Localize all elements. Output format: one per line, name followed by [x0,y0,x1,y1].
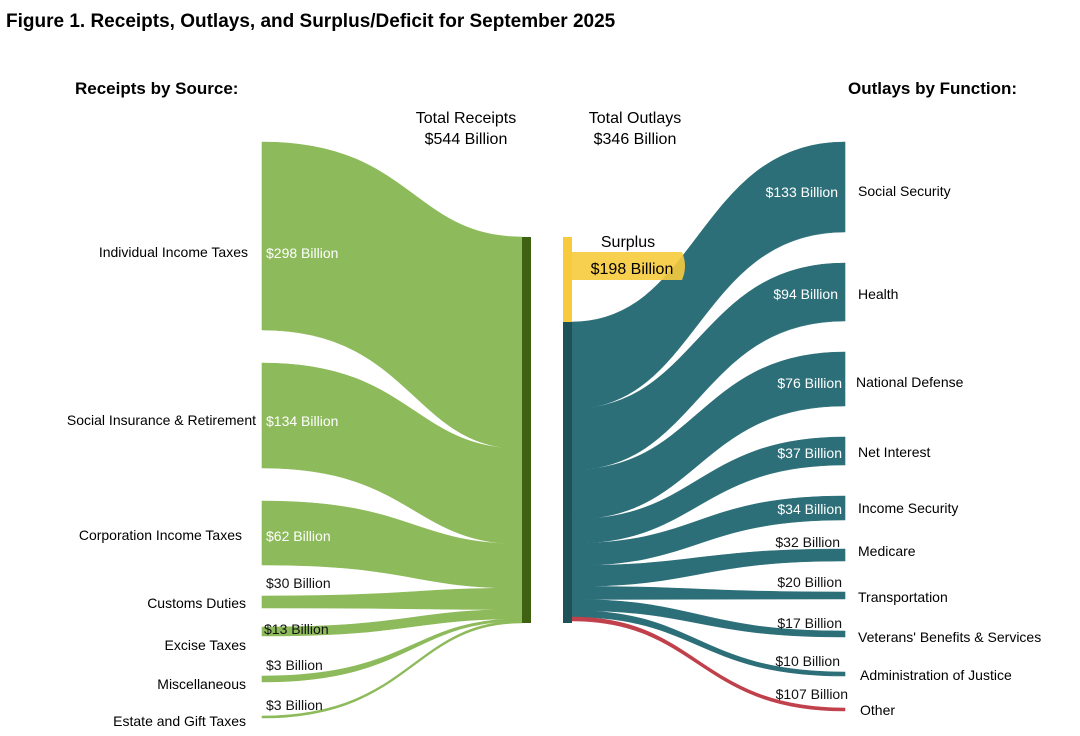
outlay-value-net-interest: $37 Billion [777,445,842,461]
outlay-value-national-defense: $76 Billion [777,375,842,391]
total-outlays-bar [563,322,572,623]
outlay-label-health: Health [858,286,898,302]
outlay-label-transportation: Transportation [858,589,948,605]
flow-income-security [571,495,846,566]
receipt-label-social-insurance-and-retirement: Social Insurance & Retirement [67,412,256,428]
total-receipts-value: $544 Billion [425,131,508,148]
flow-medicare [571,548,846,587]
surplus-label: Surplus [601,234,655,251]
outlay-label-medicare: Medicare [858,543,916,559]
outlay-value-transportation: $20 Billion [777,574,842,590]
receipt-value-estate-and-gift-taxes: $3 Billion [266,697,323,713]
outlay-value-health: $94 Billion [773,286,838,302]
receipt-label-estate-and-gift-taxes: Estate and Gift Taxes [113,713,246,729]
receipt-value-excise-taxes: $13 Billion [264,621,329,637]
total-receipts-bar [522,237,531,623]
outlay-value-administration-of-justice: $10 Billion [775,653,840,669]
flow-administration-of-justice [571,610,846,677]
receipt-value-social-insurance-and-retirement: $134 Billion [266,413,338,429]
outlays-heading: Outlays by Function: [848,79,1017,98]
outlay-value-other: $107 Billion [776,686,848,702]
outlay-flows [571,141,846,712]
flow-health [571,262,846,471]
flow-veterans-benefits-and-services [571,599,846,638]
outlay-value-income-security: $34 Billion [777,501,842,517]
total-outlays-value: $346 Billion [594,131,677,148]
outlay-value-social-security: $133 Billion [766,184,838,200]
receipt-value-individual-income-taxes: $298 Billion [266,245,338,261]
receipts-heading: Receipts by Source: [75,79,238,98]
total-receipts-label: Total Receipts [416,110,517,127]
outlay-label-administration-of-justice: Administration of Justice [860,667,1012,683]
figure-title: Figure 1. Receipts, Outlays, and Surplus… [6,11,616,32]
receipt-label-excise-taxes: Excise Taxes [165,637,246,653]
receipt-label-customs-duties: Customs Duties [147,595,246,611]
receipt-label-individual-income-taxes: Individual Income Taxes [99,244,248,260]
receipt-labels: Individual Income Taxes $298 Billion Socia… [67,244,338,729]
outlay-label-other: Other [860,702,895,718]
receipt-value-corporation-income-taxes: $62 Billion [266,528,331,544]
flow-net-interest [571,436,846,544]
outlay-value-veterans-benefits-and-services: $17 Billion [777,615,842,631]
outlay-label-net-interest: Net Interest [858,444,930,460]
surplus-highlight [572,252,685,280]
outlay-labels: Social Security $133 Billion Health $94 Bil… [766,183,1042,718]
surplus-bar [563,237,572,322]
total-outlays-label: Total Outlays [589,110,681,127]
receipt-value-customs-duties: $30 Billion [266,575,331,591]
outlay-label-income-security: Income Security [858,500,958,516]
surplus-value: $198 Billion [591,261,674,278]
flow-customs-duties [261,587,523,610]
receipt-label-corporation-income-taxes: Corporation Income Taxes [79,527,242,543]
outlay-value-medicare: $32 Billion [775,534,840,550]
flow-other [571,616,846,712]
flow-national-defense [571,351,846,520]
outlay-label-veterans-benefits-and-services: Veterans' Benefits & Services [858,629,1041,645]
receipt-value-miscellaneous: $3 Billion [266,657,323,673]
receipt-label-miscellaneous: Miscellaneous [157,676,246,692]
flow-transportation [571,586,846,600]
outlay-label-national-defense: National Defense [856,374,964,390]
outlay-label-social-security: Social Security [858,183,951,199]
